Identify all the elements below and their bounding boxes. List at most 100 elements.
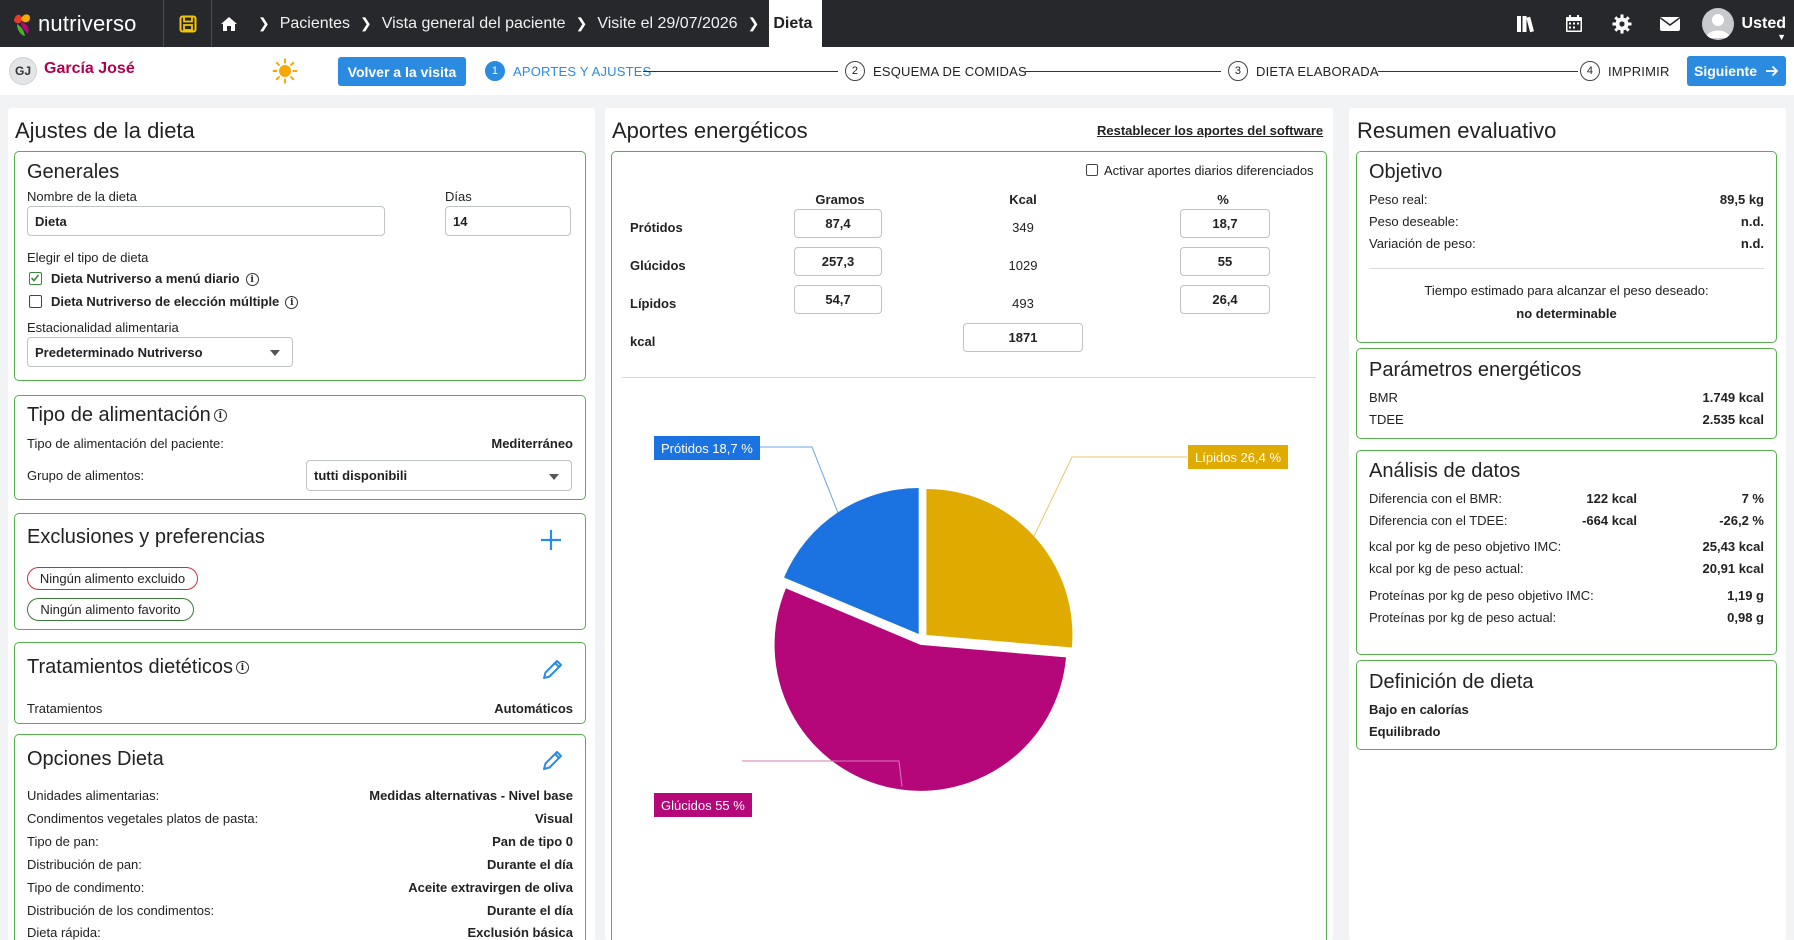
- card-title: Análisis de datos: [1369, 460, 1521, 482]
- card-title-text: Tipo de alimentación: [27, 404, 211, 426]
- nutriverso-logo-icon: [14, 13, 30, 36]
- step-number: 3: [1228, 61, 1248, 81]
- data-analysis-card: Análisis de datos Diferencia con el BMR:…: [1356, 450, 1777, 655]
- avatar: [1701, 7, 1734, 40]
- daily-menu-checkbox[interactable]: [29, 272, 42, 285]
- pie-label-carbs: Glúcidos 55 %: [654, 793, 752, 817]
- user-name: Usted: [1741, 14, 1786, 32]
- protein-percent-input[interactable]: 18,7: [1180, 209, 1270, 238]
- info-icon[interactable]: i: [213, 409, 227, 423]
- messages-button[interactable]: [1646, 0, 1694, 47]
- diff-tdee-kcal: -664 kcal: [1582, 513, 1637, 528]
- bmr-value: 1.749 kcal: [1702, 390, 1764, 405]
- card-title-text: Tratamientos dietéticos: [27, 656, 234, 678]
- pie-slice-fats[interactable]: [926, 488, 1073, 648]
- chevron-right-icon: ❯: [575, 15, 588, 31]
- back-to-visit-button[interactable]: Volver a la visita: [338, 57, 466, 86]
- settings-button[interactable]: [1598, 0, 1646, 47]
- breadcrumb-visit[interactable]: Visite el 29/07/2026: [597, 14, 738, 32]
- patient-name[interactable]: García José: [44, 60, 135, 77]
- caret-down-icon: [549, 473, 559, 480]
- daily-menu-label: Dieta Nutriverso a menú diario: [51, 271, 240, 286]
- seasonality-select[interactable]: Predeterminado Nutriverso: [27, 337, 293, 367]
- step-elaborated-diet[interactable]: 3 DIETA ELABORADA: [1228, 61, 1379, 81]
- divider: [622, 377, 1316, 378]
- step-number: 2: [845, 61, 865, 81]
- envelope-icon: [1659, 16, 1680, 31]
- option-label: Tipo de condimento:: [27, 880, 145, 895]
- contributions-card: Activar aportes diarios diferenciados Gr…: [611, 151, 1327, 940]
- excluded-foods-chip[interactable]: Ningún alimento excluido: [27, 567, 198, 590]
- add-icon[interactable]: [540, 529, 562, 551]
- user-menu[interactable]: Usted: [1694, 7, 1794, 40]
- food-group-value: tutti disponibili: [314, 468, 408, 483]
- edit-pencil-icon[interactable]: [541, 748, 565, 772]
- step-label: ESQUEMA DE COMIDAS: [873, 63, 1027, 79]
- diff-bmr-percent: 7 %: [1741, 491, 1764, 506]
- diet-name-input[interactable]: Dieta: [27, 206, 385, 236]
- diet-definition-item: Bajo en calorías: [1369, 702, 1469, 717]
- info-icon[interactable]: i: [245, 273, 259, 287]
- bmr-label: BMR: [1369, 390, 1398, 405]
- pie-slice-carbs[interactable]: [774, 588, 1067, 791]
- days-input[interactable]: 14: [445, 206, 571, 236]
- arrow-right-icon: [1766, 65, 1779, 77]
- real-weight-label: Peso real:: [1369, 192, 1428, 207]
- macronutrient-pie-chart: [742, 446, 1187, 791]
- step-contributions[interactable]: 1 APORTES Y AJUSTES: [485, 61, 652, 81]
- reset-contributions-link[interactable]: Restablecer los aportes del software: [1097, 123, 1324, 138]
- option-value: Pan de tipo 0: [492, 834, 573, 849]
- calendar-button[interactable]: [1550, 0, 1598, 47]
- protein-kcal: 349: [1012, 220, 1034, 235]
- multiple-choice-checkbox[interactable]: [29, 295, 42, 308]
- daily-differentiated-checkbox[interactable]: [1086, 164, 1098, 176]
- pie-label-fats: Lípidos 26,4 %: [1188, 445, 1289, 469]
- desirable-weight-label: Peso deseable:: [1369, 214, 1459, 229]
- save-button[interactable]: [164, 0, 212, 47]
- estimate-value: no determinable: [1516, 306, 1617, 321]
- daily-menu-option: Dieta Nutriverso a menú diario i: [51, 271, 259, 287]
- diet-definition-card: Definición de dieta Bajo en calorías Equ…: [1356, 660, 1777, 750]
- step-connector: [1378, 71, 1578, 72]
- pie-label-protein: Prótidos 18,7 %: [654, 436, 760, 460]
- protein-grams-input[interactable]: 87,4: [794, 209, 882, 238]
- card-title: Definición de dieta: [1369, 671, 1534, 693]
- info-icon[interactable]: i: [285, 296, 299, 310]
- next-button[interactable]: Siguiente: [1687, 56, 1786, 86]
- favorite-foods-chip[interactable]: Ningún alimento favorito: [27, 598, 194, 621]
- fats-kcal: 493: [1012, 296, 1034, 311]
- pie-slice-protein[interactable]: [784, 488, 919, 635]
- caret-down-icon: [270, 350, 280, 356]
- breadcrumb-patient-overview[interactable]: Vista general del paciente: [381, 14, 566, 32]
- step-print[interactable]: 4 IMPRIMIR: [1580, 61, 1670, 81]
- info-icon[interactable]: i: [236, 661, 250, 675]
- home-icon[interactable]: [220, 16, 238, 32]
- objective-card: Objetivo Peso real: 89,5 kg Peso deseabl…: [1356, 151, 1777, 343]
- real-weight-value: 89,5 kg: [1719, 192, 1764, 207]
- step-meal-plan[interactable]: 2 ESQUEMA DE COMIDAS: [845, 61, 1027, 81]
- fats-grams-input[interactable]: 54,7: [794, 285, 882, 314]
- library-button[interactable]: [1502, 0, 1550, 47]
- diet-type-label: Elegir el tipo de dieta: [27, 250, 149, 265]
- analysis-value: 1,19 g: [1727, 588, 1764, 603]
- breadcrumb-patients[interactable]: Pacientes: [279, 14, 350, 32]
- fats-percent-input[interactable]: 26,4: [1180, 285, 1270, 314]
- tips-button[interactable]: [272, 58, 298, 89]
- panel-title: Resumen evaluativo: [1357, 118, 1557, 143]
- edit-pencil-icon[interactable]: [541, 657, 565, 681]
- food-group-select[interactable]: tutti disponibili: [306, 460, 572, 491]
- carbs-percent-input[interactable]: 55: [1180, 247, 1270, 276]
- analysis-value: 20,91 kcal: [1702, 561, 1764, 576]
- diff-bmr-kcal: 122 kcal: [1586, 491, 1637, 506]
- card-title: Opciones Dieta: [27, 748, 164, 770]
- books-icon: [1516, 15, 1534, 32]
- step-number: 4: [1580, 61, 1600, 81]
- exclusions-card: Exclusiones y preferencias Ningún alimen…: [14, 513, 586, 630]
- carbs-grams-input[interactable]: 257,3: [794, 247, 882, 276]
- diff-tdee-label: Diferencia con el TDEE:: [1369, 513, 1508, 528]
- diff-bmr-label: Diferencia con el BMR:: [1369, 491, 1502, 506]
- lightbulb-icon: [272, 58, 298, 84]
- total-kcal-input[interactable]: 1871: [963, 323, 1083, 352]
- carbs-label: Glúcidos: [630, 258, 686, 273]
- app-logo[interactable]: nutriverso: [0, 0, 164, 47]
